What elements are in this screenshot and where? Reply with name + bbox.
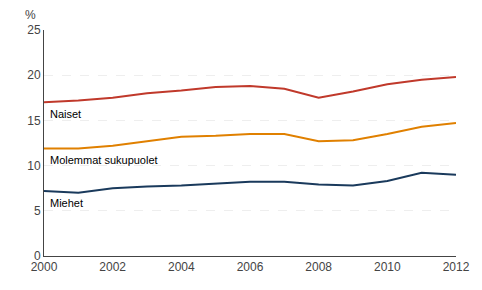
svg-text:2004: 2004 (168, 260, 195, 274)
svg-text:10: 10 (27, 159, 41, 173)
svg-text:Molemmat sukupuolet: Molemmat sukupuolet (50, 154, 158, 166)
svg-text:2008: 2008 (305, 260, 332, 274)
svg-text:25: 25 (27, 23, 41, 37)
svg-text:Naiset: Naiset (50, 108, 81, 120)
svg-text:5: 5 (34, 204, 41, 218)
svg-text:15: 15 (27, 114, 41, 128)
svg-text:20: 20 (27, 68, 41, 82)
svg-text:2006: 2006 (237, 260, 264, 274)
svg-text:0: 0 (34, 249, 41, 263)
svg-text:Miehet: Miehet (50, 197, 83, 209)
svg-text:%: % (25, 8, 36, 22)
svg-text:2010: 2010 (374, 260, 401, 274)
svg-text:2000: 2000 (31, 260, 58, 274)
svg-text:2002: 2002 (99, 260, 126, 274)
svg-text:2012: 2012 (443, 260, 470, 274)
